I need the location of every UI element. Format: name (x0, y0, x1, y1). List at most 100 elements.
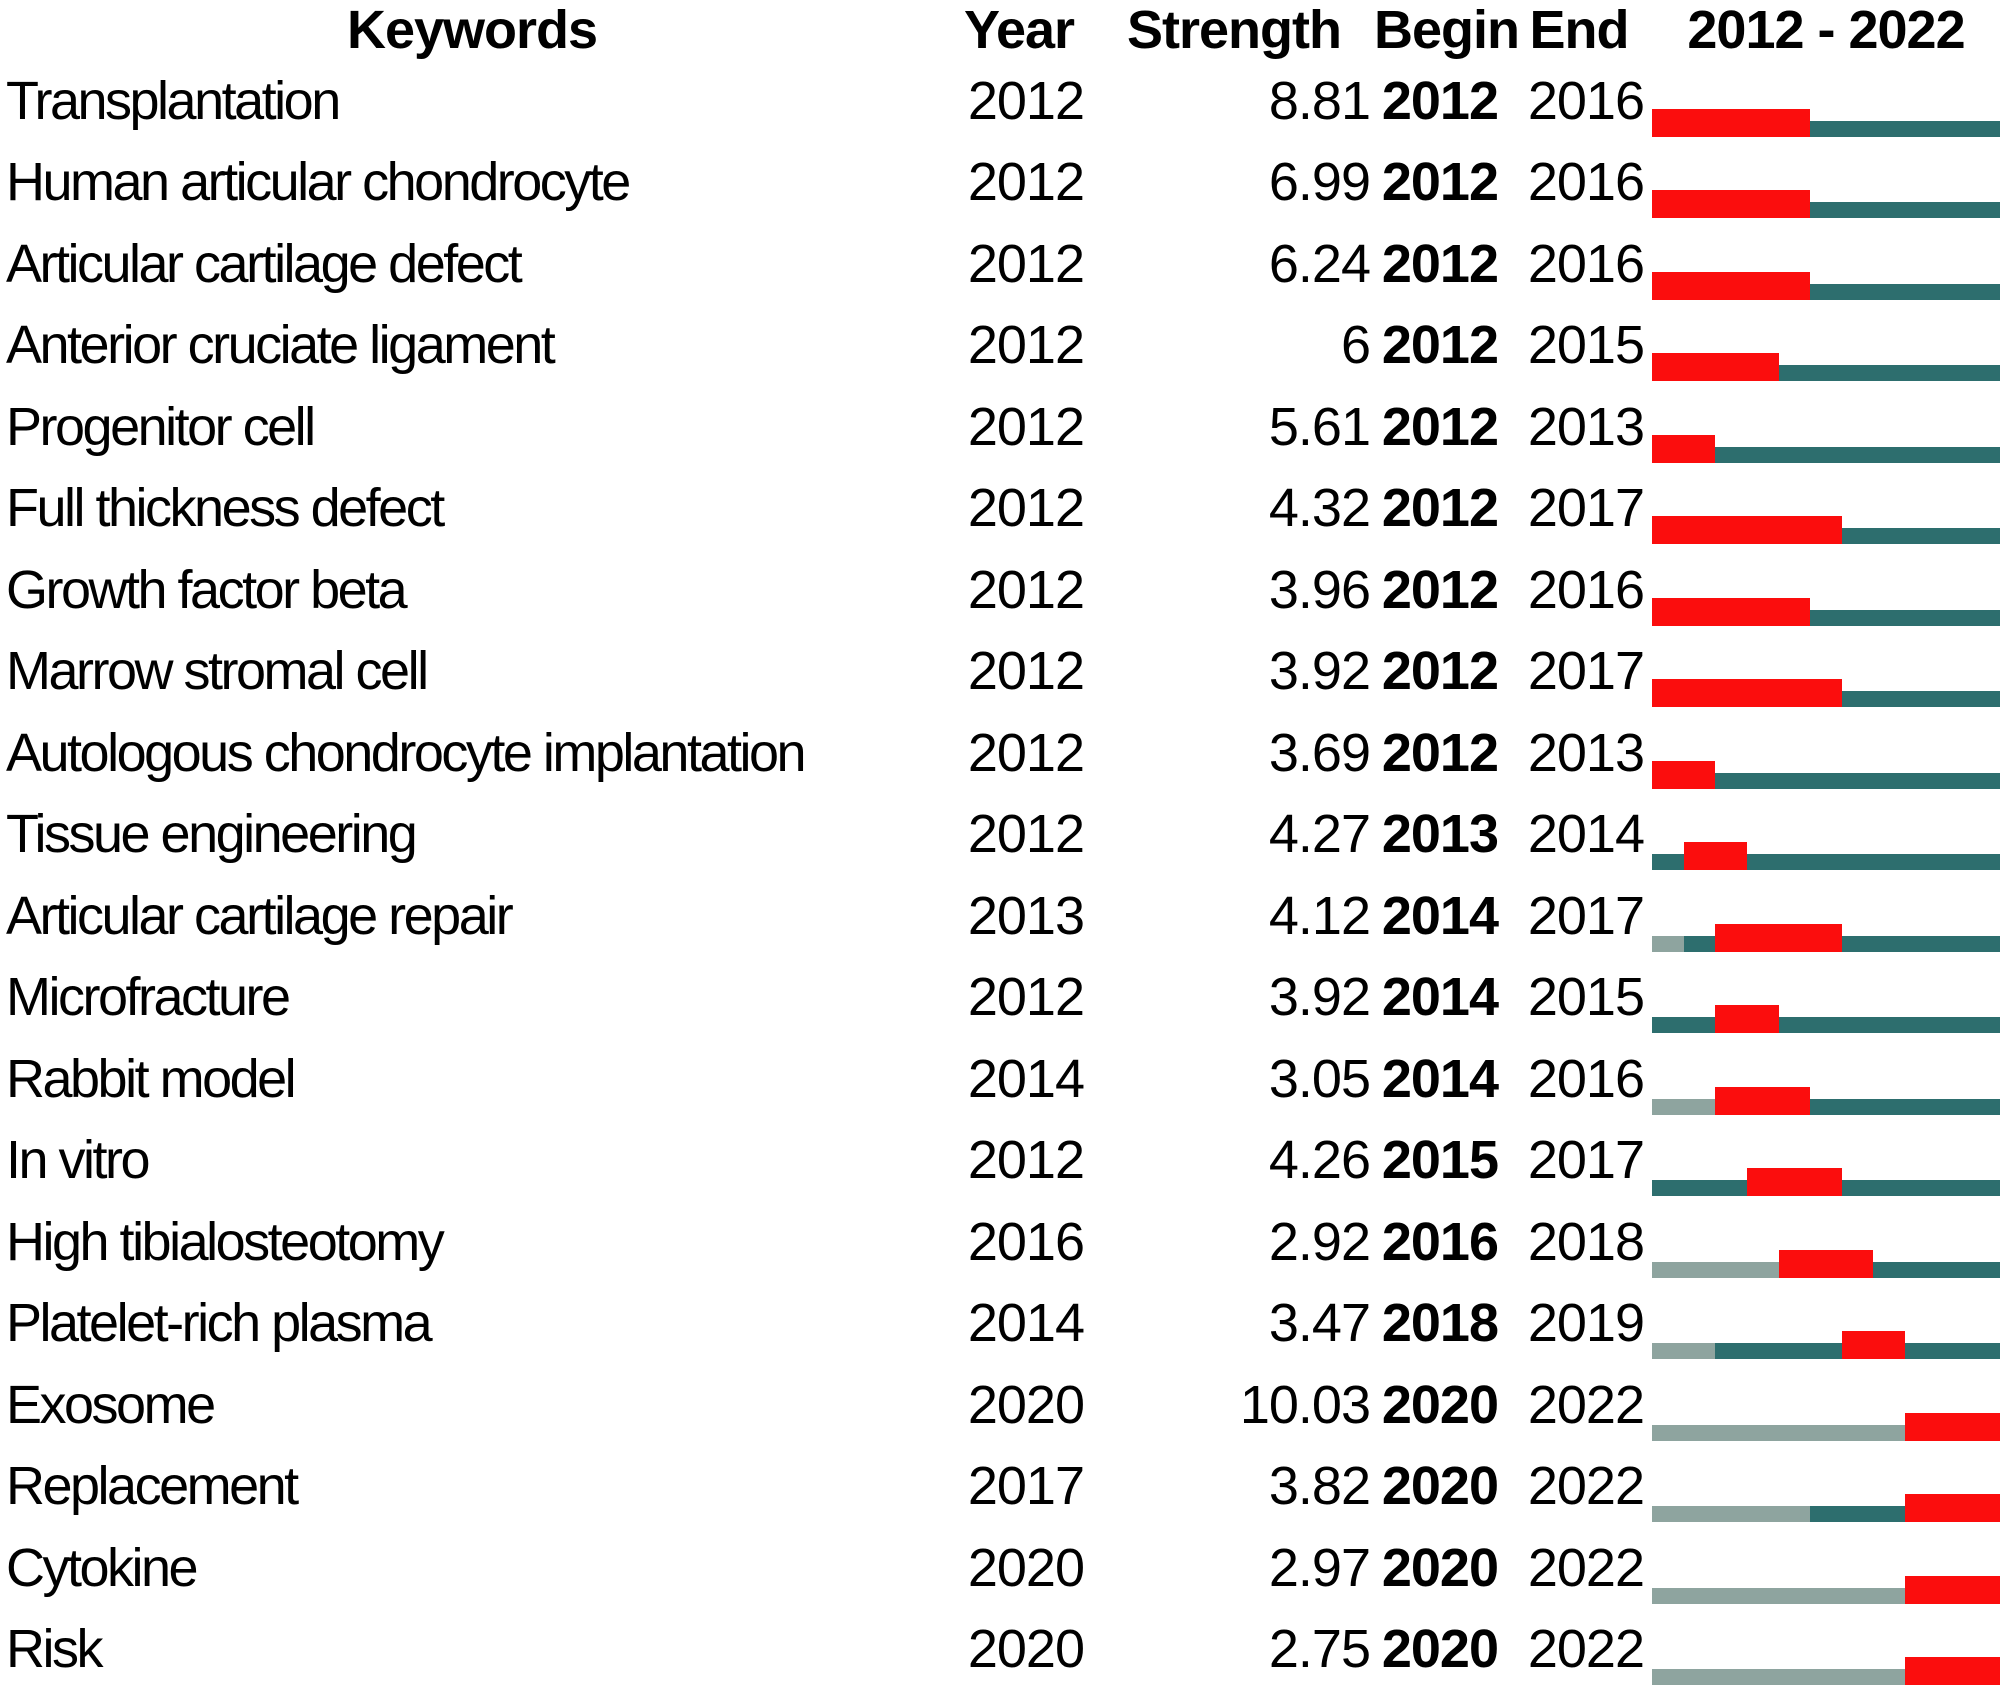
post-active-segment (1778, 365, 2000, 381)
burst-row: Microfracture 2012 3.92 2014 2015 (0, 957, 2000, 1039)
keyword-cell: Rabbit model (6, 1048, 297, 1109)
burst-row: Marrow stromal cell 2012 3.92 2012 2017 (0, 631, 2000, 713)
post-active-segment (1715, 446, 2000, 463)
col-header-begin: Begin (1374, 0, 1520, 60)
burst-row: Articular cartilage repair 2013 4.12 2014 20… (0, 875, 2000, 957)
burst-row: Cytokine 2020 2.97 2020 2022 (0, 1527, 2000, 1609)
post-active-segment (1715, 772, 2000, 789)
inactive-segment (1652, 935, 1684, 952)
begin-cell: 2020 (1381, 1619, 1499, 1680)
timeline-bar-track (1652, 1331, 2000, 1359)
begin-cell: 2012 (1381, 478, 1499, 539)
active-segment (1652, 854, 1684, 870)
inactive-segment (1652, 1424, 1906, 1441)
year-cell: 2012 (967, 559, 1085, 620)
strength-cell: 4.32 (1268, 478, 1371, 539)
keyword-cell: Microfracture (6, 967, 291, 1028)
begin-cell: 2012 (1381, 722, 1499, 783)
keyword-cell: Cytokine (6, 1537, 199, 1598)
year-cell: 2012 (967, 233, 1085, 294)
year-cell: 2014 (967, 1293, 1085, 1354)
timeline-bar-track (1652, 1168, 2000, 1196)
strength-cell: 2.97 (1268, 1537, 1371, 1598)
timeline-bar (1652, 875, 2000, 957)
burst-row: Growth factor beta 2012 3.96 2012 2016 (0, 549, 2000, 631)
strength-cell: 5.61 (1268, 396, 1371, 457)
year-cell: 2012 (967, 152, 1085, 213)
timeline-bar (1652, 386, 2000, 468)
timeline-bar-track (1652, 760, 2000, 789)
strength-cell: 3.47 (1268, 1293, 1371, 1354)
timeline-bar (1652, 1364, 2000, 1446)
burst-segment (1652, 760, 1716, 789)
end-cell: 2015 (1527, 315, 1645, 376)
keyword-cell: High tibialosteotomy (6, 1211, 445, 1272)
inactive-segment (1652, 1343, 1716, 1359)
year-cell: 2012 (967, 396, 1085, 457)
col-header-timeline: 2012 - 2022 (1687, 0, 1965, 60)
keyword-cell: Articular cartilage defect (6, 233, 523, 294)
post-active-segment (1873, 1261, 2000, 1278)
strength-cell: 6.24 (1268, 233, 1371, 294)
keyword-cell: Growth factor beta (6, 559, 408, 620)
strength-cell: 3.69 (1268, 722, 1371, 783)
timeline-bar (1652, 794, 2000, 876)
burst-segment (1778, 1249, 1874, 1278)
burst-segment (1746, 1168, 1842, 1196)
keyword-cell: Replacement (6, 1456, 299, 1517)
keyword-cell: Marrow stromal cell (6, 641, 429, 702)
burst-segment (1905, 1575, 2000, 1604)
timeline-bar-track (1652, 1575, 2000, 1604)
burst-row: Transplantation 2012 8.81 2012 2016 (0, 60, 2000, 142)
burst-row: Tissue engineering 2012 4.27 2013 2014 (0, 794, 2000, 876)
keyword-cell: Progenitor cell (6, 396, 316, 457)
timeline-bar (1652, 631, 2000, 713)
strength-cell: 4.27 (1268, 804, 1371, 865)
burst-segment (1652, 434, 1716, 463)
post-active-segment (1810, 120, 2000, 137)
post-active-segment (1810, 202, 2000, 218)
end-cell: 2017 (1527, 478, 1645, 539)
begin-cell: 2020 (1381, 1456, 1499, 1517)
strength-cell: 2.92 (1268, 1211, 1371, 1272)
begin-cell: 2012 (1381, 641, 1499, 702)
end-cell: 2018 (1527, 1211, 1645, 1272)
post-active-segment (1841, 691, 2000, 707)
end-cell: 2013 (1527, 396, 1645, 457)
end-cell: 2013 (1527, 722, 1645, 783)
burst-row: High tibialosteotomy 2016 2.92 2016 2018 (0, 1201, 2000, 1283)
post-active-segment (1841, 528, 2000, 544)
begin-cell: 2020 (1381, 1374, 1499, 1435)
timeline-bar-track (1652, 1086, 2000, 1115)
begin-cell: 2012 (1381, 233, 1499, 294)
timeline-bar (1652, 549, 2000, 631)
timeline-bar-track (1652, 1249, 2000, 1278)
timeline-bar-track (1652, 434, 2000, 463)
timeline-bar-track (1652, 842, 2000, 870)
year-cell: 2016 (967, 1211, 1085, 1272)
burst-segment (1652, 108, 1811, 137)
burst-row: Anterior cruciate ligament 2012 6 2012 2015 (0, 305, 2000, 387)
begin-cell: 2012 (1381, 396, 1499, 457)
begin-cell: 2014 (1381, 885, 1499, 946)
keyword-cell: Exosome (6, 1374, 216, 1435)
strength-cell: 3.96 (1268, 559, 1371, 620)
year-cell: 2012 (967, 641, 1085, 702)
keyword-cell: Autologous chondrocyte implantation (6, 722, 807, 783)
burst-row: Rabbit model 2014 3.05 2014 2016 (0, 1038, 2000, 1120)
keyword-cell: Tissue engineering (6, 804, 418, 865)
burst-row: Full thickness defect 2012 4.32 2012 2017 (0, 468, 2000, 550)
burst-row: In vitro 2012 4.26 2015 2017 (0, 1120, 2000, 1202)
begin-cell: 2012 (1381, 559, 1499, 620)
post-active-segment (1746, 854, 2000, 870)
begin-cell: 2018 (1381, 1293, 1499, 1354)
timeline-bar-track (1652, 190, 2000, 218)
keyword-cell: Risk (6, 1619, 104, 1680)
year-cell: 2013 (967, 885, 1085, 946)
end-cell: 2022 (1527, 1537, 1645, 1598)
active-segment (1810, 1506, 1906, 1522)
burst-segment (1715, 1086, 1811, 1115)
end-cell: 2022 (1527, 1374, 1645, 1435)
timeline-bar (1652, 305, 2000, 387)
